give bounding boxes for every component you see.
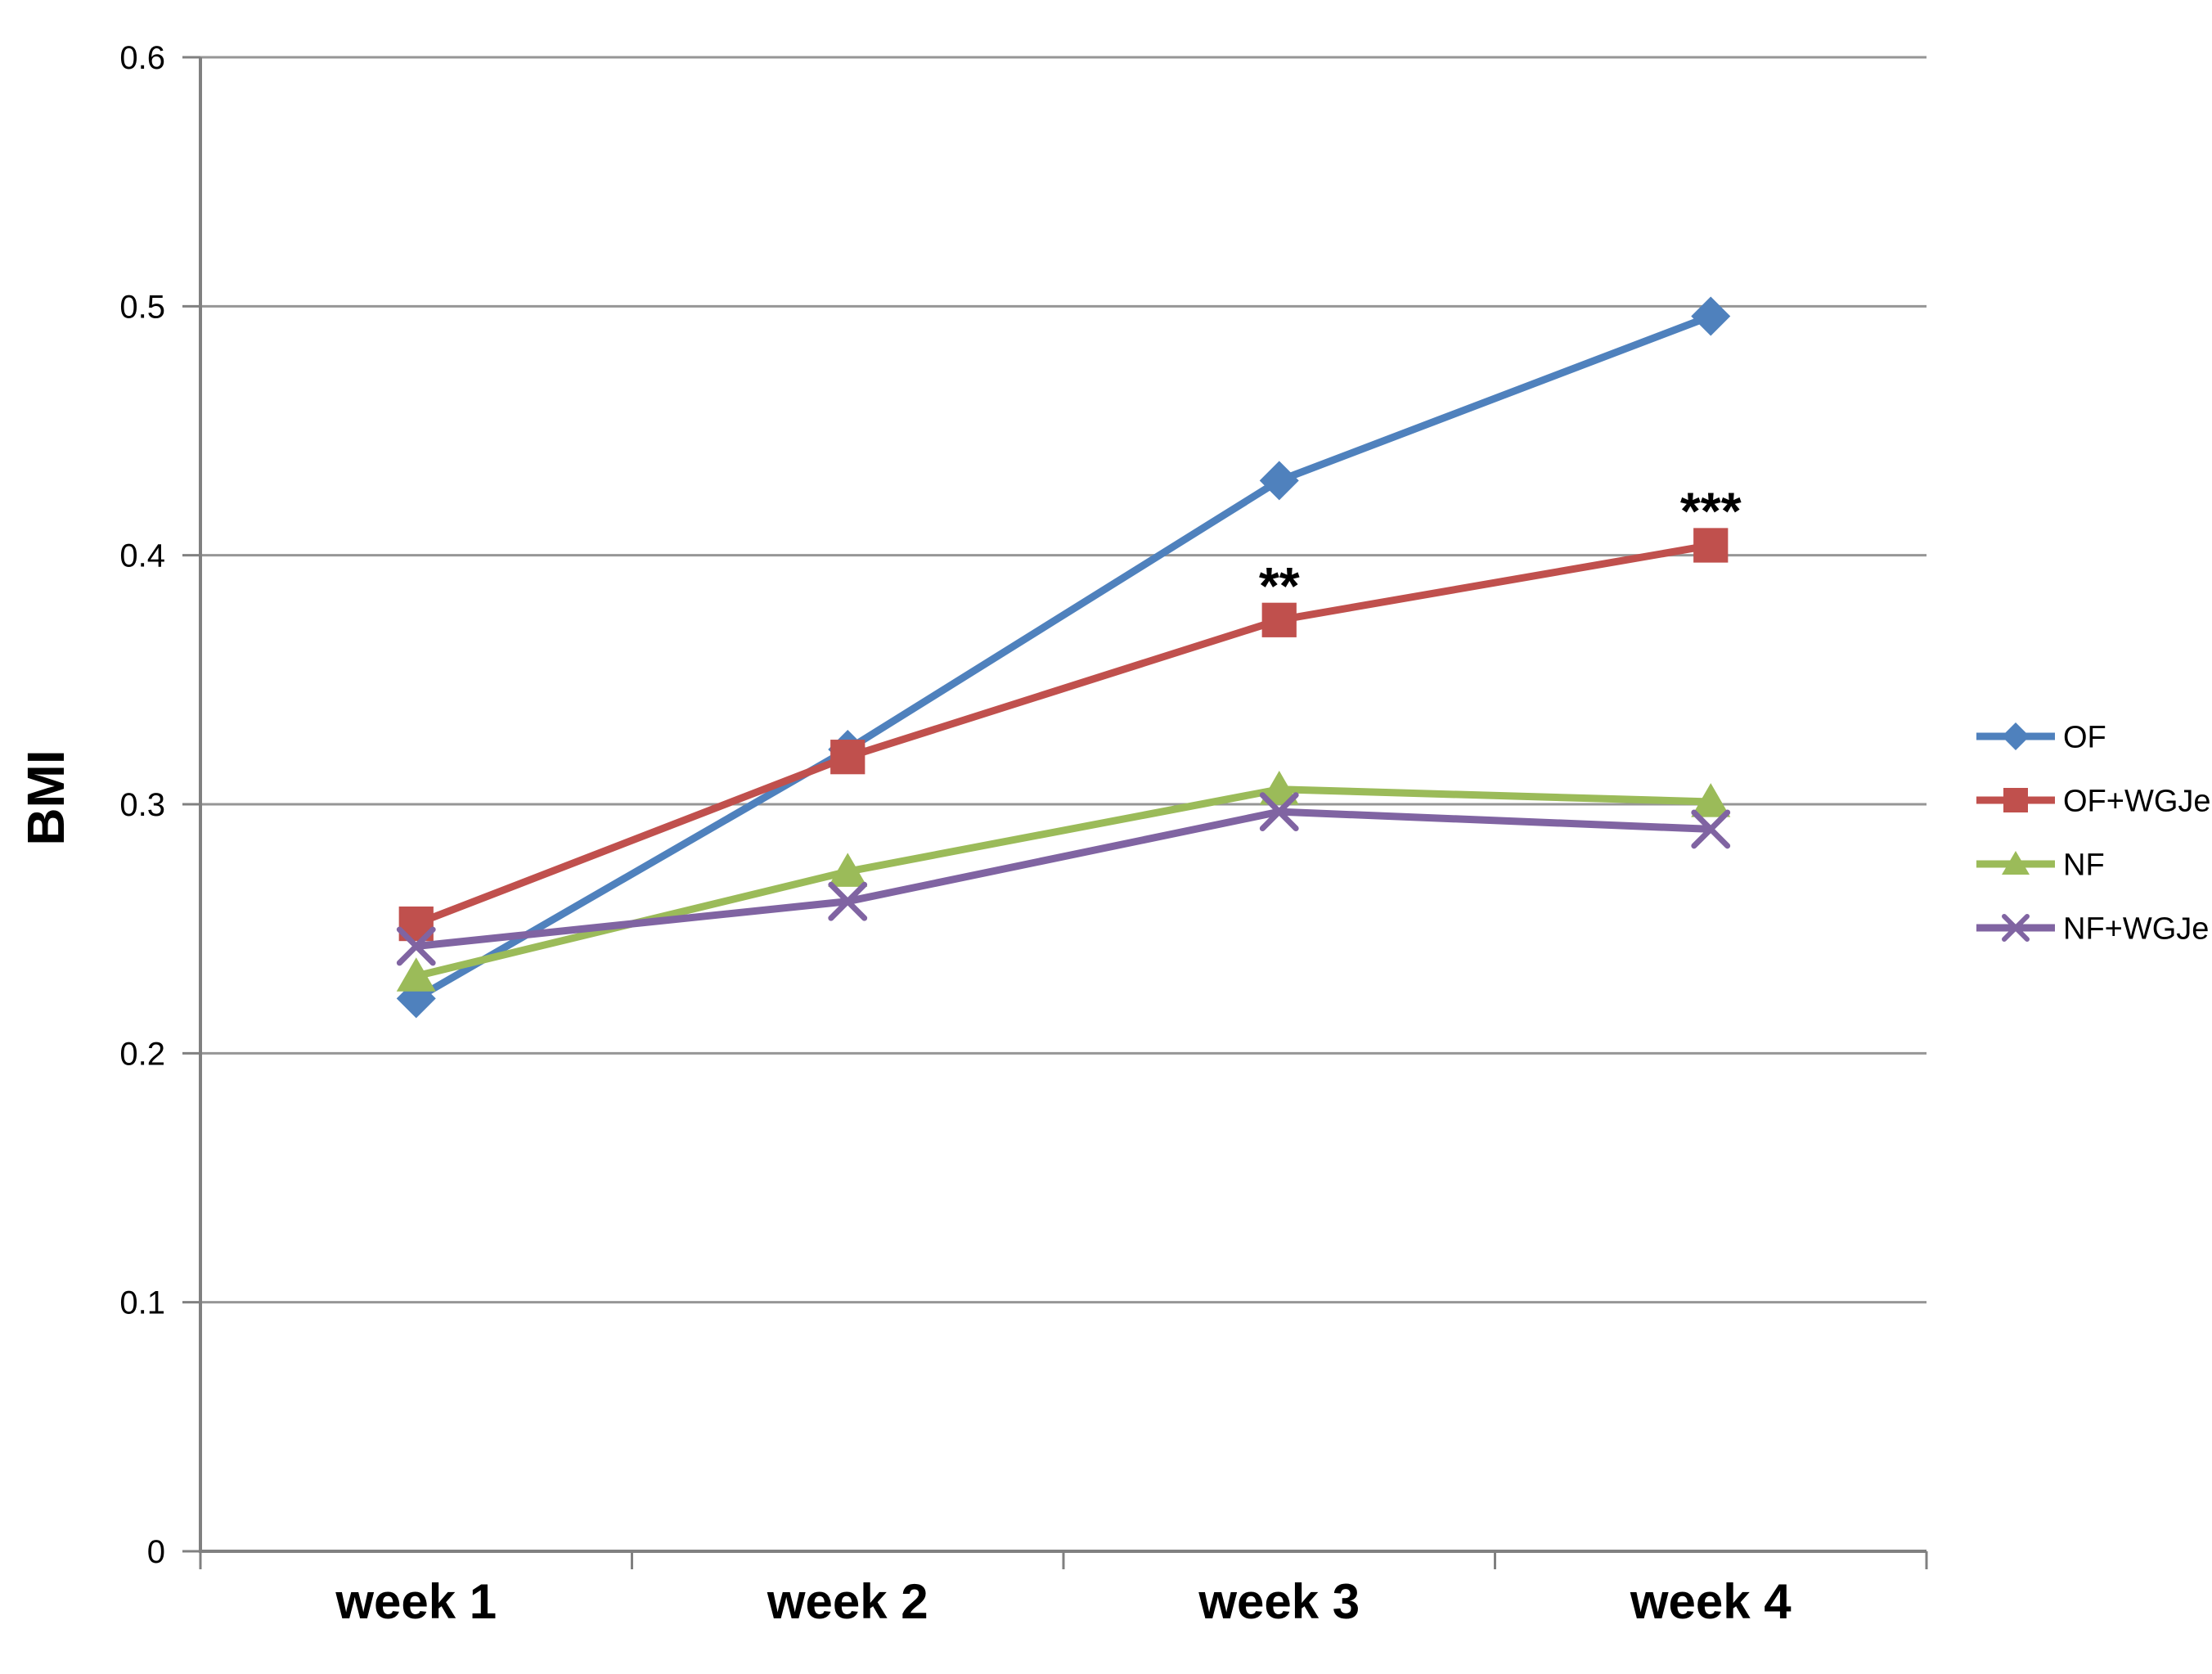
significance-annotation: ** <box>1259 556 1300 615</box>
legend-label: NF <box>2063 848 2105 882</box>
legend-marker-square <box>2003 788 2028 812</box>
y-tick-label: 0.1 <box>119 1285 165 1321</box>
legend: OF OF+WGJe NF NF+WGJe <box>1976 720 2211 946</box>
marker-NF+WGJe <box>828 881 868 921</box>
marker-NF+WGJe <box>1691 809 1731 849</box>
x-tick-label: week 1 <box>335 1574 497 1629</box>
marker-NF <box>1691 783 1731 817</box>
y-tick-label: 0.3 <box>119 787 165 823</box>
legend-marker-triangle <box>2002 851 2030 875</box>
marker-OF+WGJe <box>830 740 865 775</box>
legend-item-OF+WGJe: OF+WGJe <box>1976 784 2211 818</box>
significance-annotation: *** <box>1680 481 1742 540</box>
legend-label: NF+WGJe <box>2063 911 2209 946</box>
y-tick-label: 0.4 <box>119 538 165 574</box>
legend-marker-x <box>2002 914 2030 942</box>
legend-item-NF: NF <box>1976 848 2105 882</box>
marker-NF <box>828 853 868 887</box>
series-line-NF+WGJe <box>412 808 1715 950</box>
x-tick-label: week 3 <box>1198 1574 1360 1629</box>
legend-item-OF: OF <box>1976 720 2106 754</box>
series-line-OF <box>412 313 1715 1002</box>
series-line-OF+WGJe <box>412 541 1715 928</box>
marker-OF+WGJe <box>1261 602 1297 637</box>
legend-label: OF <box>2063 720 2106 754</box>
marker-NF+WGJe <box>1259 792 1299 832</box>
y-axis-title: BMI <box>16 749 75 845</box>
y-tick-label: 0.5 <box>119 289 165 325</box>
y-tick-label: 0 <box>147 1534 165 1570</box>
legend-item-NF+WGJe: NF+WGJe <box>1976 911 2209 946</box>
y-tick-label: 0.2 <box>119 1036 165 1072</box>
marker-OF+WGJe <box>1693 528 1729 563</box>
legend-marker-diamond <box>2002 722 2030 750</box>
x-tick-label: week 2 <box>767 1574 928 1629</box>
marker-OF <box>1259 461 1299 501</box>
legend-label: OF+WGJe <box>2063 784 2211 818</box>
marker-OF <box>1691 296 1731 336</box>
marker-NF+WGJe <box>396 926 436 966</box>
marker-NF <box>396 957 436 992</box>
x-tick-label: week 4 <box>1630 1574 1792 1629</box>
y-tick-label: 0.6 <box>119 40 165 76</box>
marker-NF <box>1259 770 1299 805</box>
